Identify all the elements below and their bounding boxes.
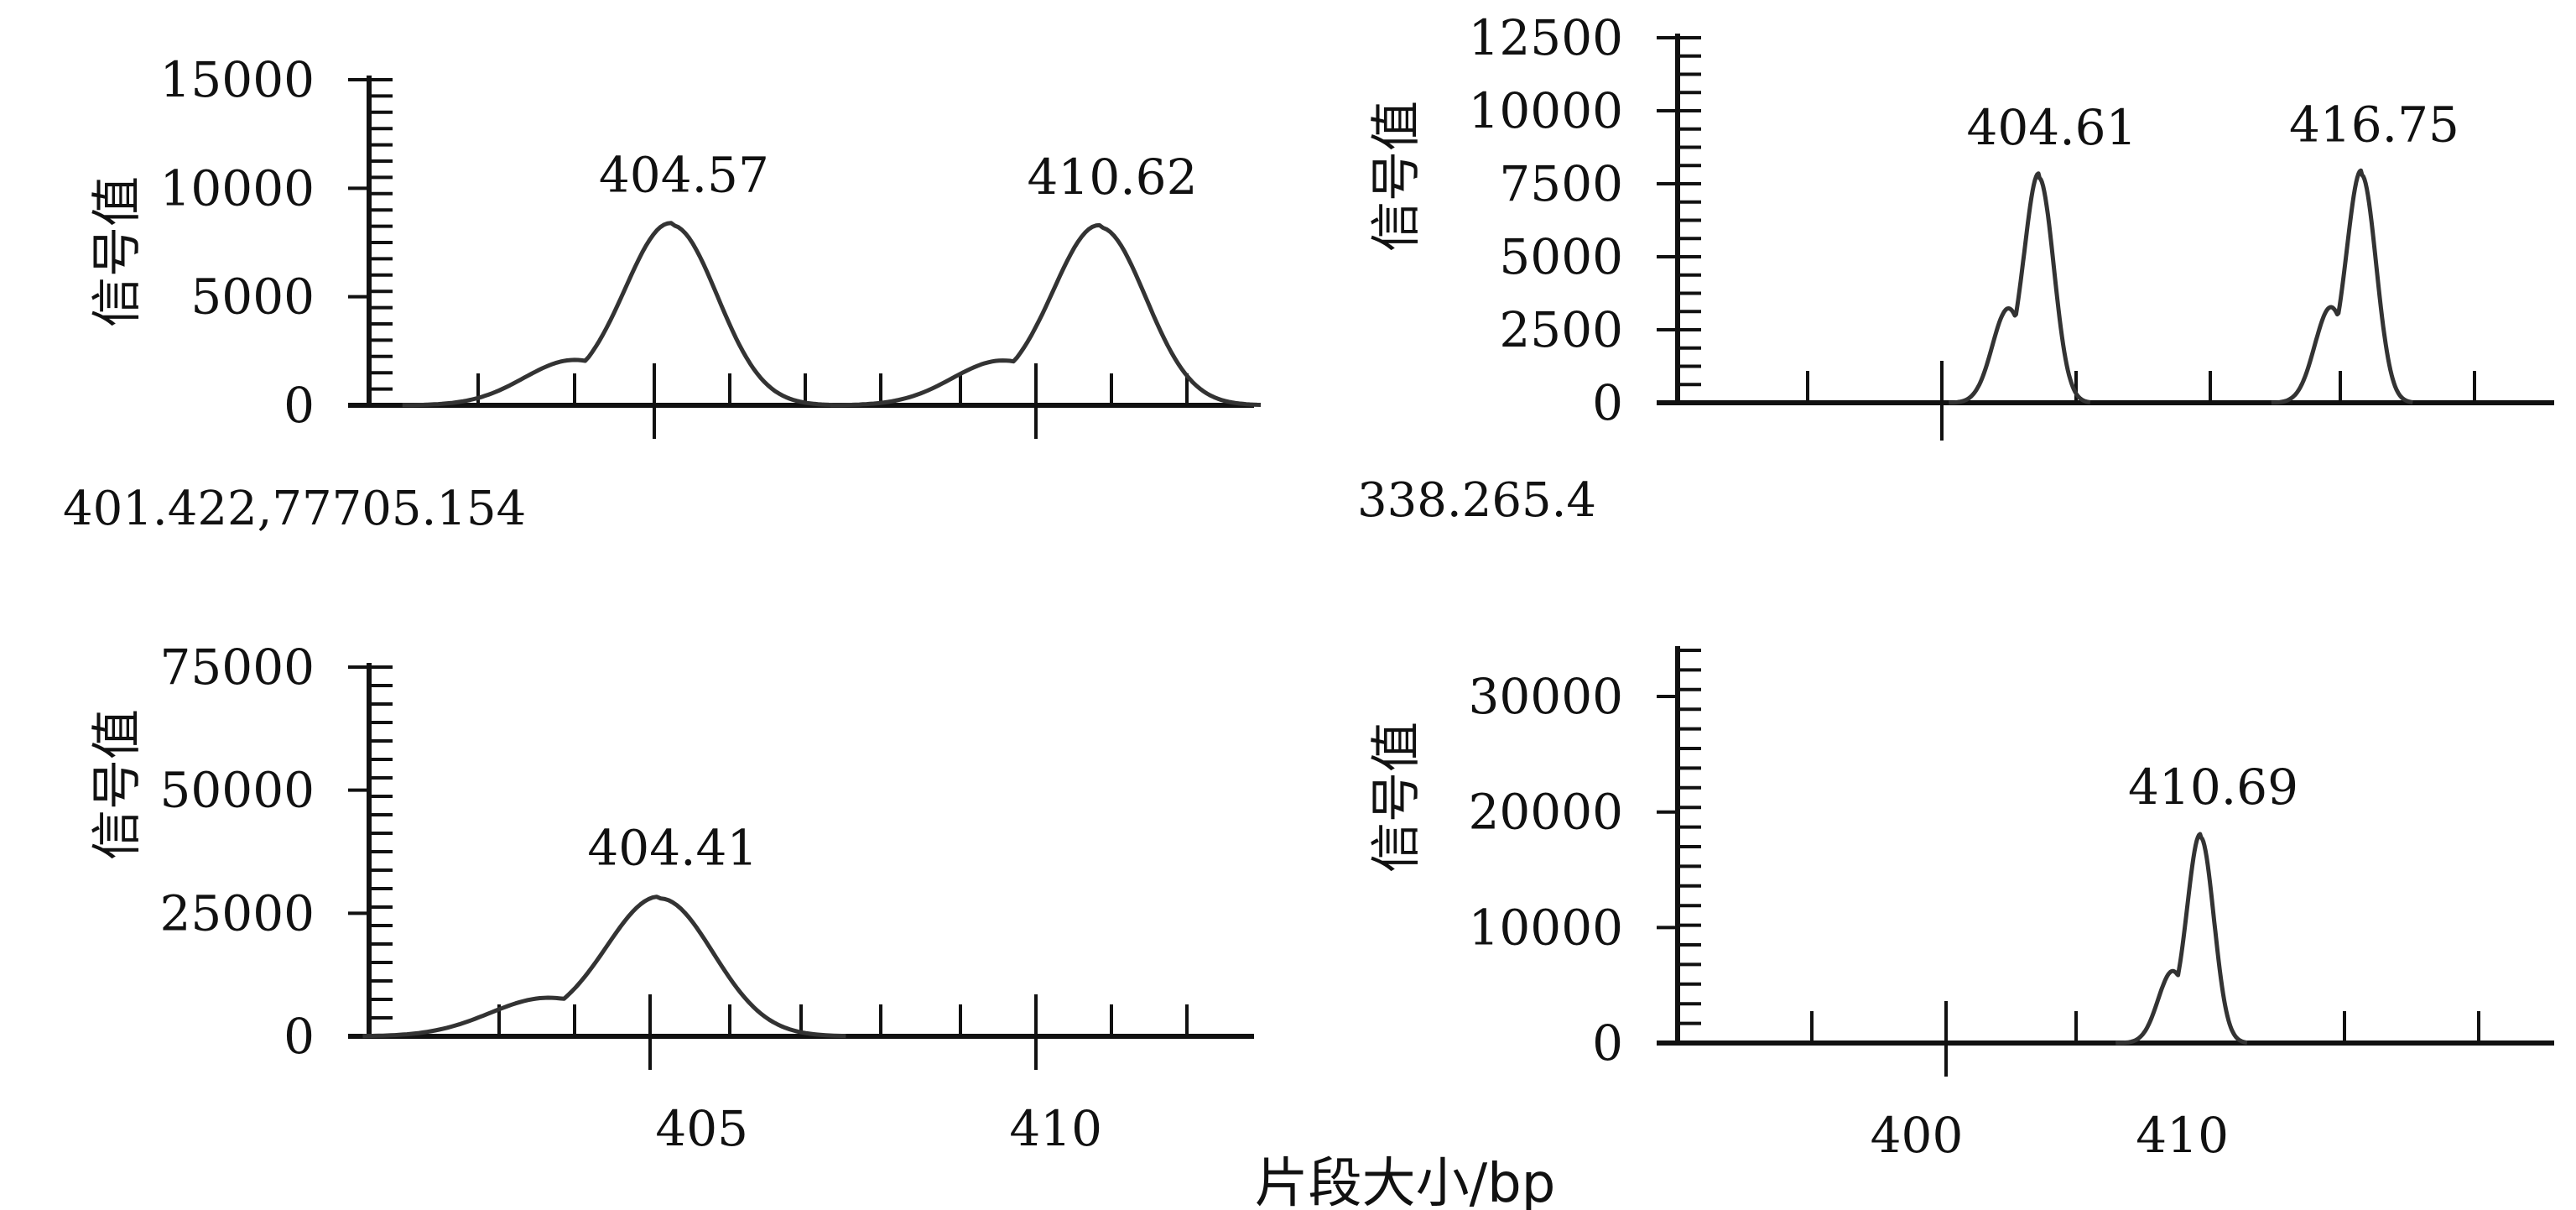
x-tick-labels: 405 410 — [655, 1100, 1102, 1157]
peak-trace — [1948, 171, 2091, 405]
peak-label: 416.75 — [2289, 96, 2459, 154]
peak-trace — [2115, 832, 2249, 1046]
y-tick-label: 15000 — [159, 51, 315, 108]
peak-trace — [2270, 168, 2414, 405]
y-tick-label: 10000 — [159, 159, 315, 216]
peak-trace — [362, 894, 846, 1039]
y-tick-label: 75000 — [159, 639, 315, 696]
panel-note: 338.265.4 — [1357, 473, 1596, 528]
y-tick-label: 0 — [1592, 1014, 1623, 1072]
y-tick-label: 0 — [284, 1008, 315, 1065]
plot-area: 410.69 — [1657, 646, 2554, 1077]
y-axis-label: 信号值 — [1367, 722, 1426, 873]
peak-label: 410.62 — [1028, 149, 1198, 206]
y-tick-label: 50000 — [159, 762, 315, 819]
peak-trace — [402, 221, 833, 408]
x-tick-label: 410 — [1009, 1100, 1102, 1157]
y-tick-labels: 0 10000 20000 30000 — [1468, 668, 1623, 1072]
x-tick-label: 400 — [1871, 1107, 1964, 1164]
panel-note: 401.422,77705.154 — [63, 482, 526, 536]
y-axis-label: 信号值 — [88, 709, 147, 860]
panel-top-left: 信号值 0 5000 10000 15000 404.57 410.62 401.422… — [63, 51, 1262, 536]
peak-label: 404.61 — [1967, 99, 2137, 156]
x-tick-label: 405 — [655, 1100, 748, 1157]
y-tick-label: 12500 — [1468, 9, 1623, 66]
peak-trace — [830, 222, 1262, 408]
y-tick-label: 30000 — [1468, 668, 1623, 725]
y-tick-label: 20000 — [1468, 784, 1623, 841]
y-axis-label: 信号值 — [1367, 101, 1426, 252]
y-tick-label: 10000 — [1468, 899, 1623, 956]
y-tick-label: 5000 — [190, 269, 315, 326]
y-tick-labels: 0 5000 10000 15000 — [159, 51, 315, 434]
y-tick-label: 2500 — [1499, 301, 1623, 358]
x-tick-labels: 400 410 — [1871, 1107, 2229, 1164]
y-tick-labels: 0 25000 50000 75000 — [159, 639, 315, 1065]
peak-label: 404.41 — [587, 820, 757, 877]
y-tick-labels: 0 2500 5000 7500 10000 12500 — [1468, 9, 1623, 431]
x-tick-label: 410 — [2136, 1107, 2229, 1164]
plot-area: 404.57 410.62 — [348, 76, 1262, 439]
plot-area: 404.61 416.75 — [1657, 34, 2554, 441]
y-tick-label: 5000 — [1499, 228, 1623, 285]
y-tick-label: 0 — [1592, 374, 1623, 431]
panel-top-right: 信号值 0 2500 5000 7500 10000 12500 404.61 416.75… — [1357, 9, 2554, 528]
panel-bottom-left: 信号值 0 25000 50000 75000 404.41 405 410 — [88, 639, 1254, 1157]
peak-label: 410.69 — [2128, 759, 2298, 816]
y-tick-label: 0 — [284, 377, 315, 434]
x-axis-title: 片段大小/bp — [1255, 1153, 1556, 1210]
y-axis-label: 信号值 — [88, 176, 147, 327]
y-tick-label: 10000 — [1468, 82, 1623, 139]
plot-area: 404.41 — [348, 663, 1254, 1070]
peak-label: 404.57 — [599, 146, 769, 203]
panel-bottom-right: 信号值 0 10000 20000 30000 410.69 400 410 — [1367, 646, 2554, 1164]
y-tick-label: 7500 — [1499, 155, 1623, 212]
y-tick-label: 25000 — [159, 884, 315, 941]
